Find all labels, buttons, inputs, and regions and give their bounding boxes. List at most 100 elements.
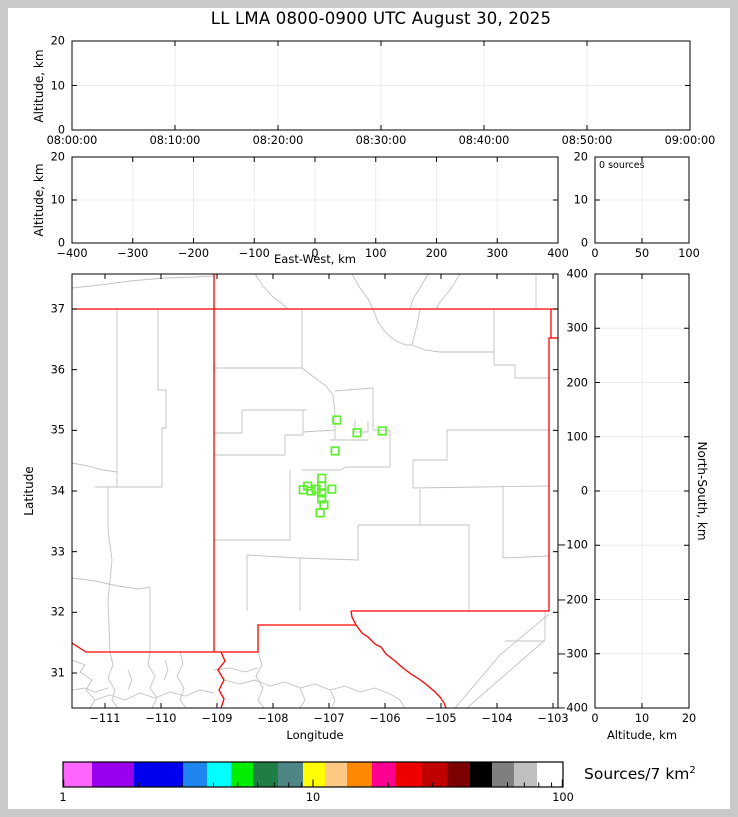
panel-frame: [71, 40, 691, 131]
x-tick-label: 20: [681, 712, 697, 725]
x-tick-label: 10: [634, 712, 650, 725]
colorbar-segment: [134, 762, 183, 787]
station-marker: [377, 426, 387, 436]
y-tick-label: 10: [573, 193, 588, 207]
colorbar-segment: [278, 762, 303, 787]
x-tick-label: −111: [89, 712, 121, 725]
x-tick-label: −107: [313, 712, 345, 725]
colorbar-frame: [62, 761, 564, 788]
ew-altitude-axes: [71, 156, 559, 244]
county-border-line: [72, 687, 109, 693]
x-tick-label: 08:20:00: [252, 134, 304, 147]
county-border-line: [411, 308, 421, 346]
colorbar-segment: [183, 762, 207, 787]
county-border-line: [301, 367, 336, 414]
colorbar-segment: [447, 762, 470, 787]
x-tick-label: −110: [145, 712, 177, 725]
colorbar-segment: [422, 762, 447, 787]
station-marker: [317, 473, 327, 483]
y-tick-label: 34: [50, 484, 65, 498]
colorbar-segment: [492, 762, 514, 787]
colorbar-segment: [537, 762, 563, 787]
county-border-line: [127, 669, 133, 691]
county-border-line: [72, 659, 96, 708]
time-height-axes: [71, 40, 691, 131]
y-tick-label: 33: [50, 545, 65, 559]
x-tick-label: 0: [591, 247, 599, 260]
county-border-line: [254, 274, 289, 310]
county-border-line: [214, 410, 243, 434]
y-tick-label: 31: [50, 666, 65, 680]
county-border-line: [107, 651, 119, 708]
y-tick-label: −300: [556, 647, 588, 661]
colorbar-segment: [92, 762, 134, 787]
county-border-line: [157, 309, 167, 487]
x-tick-label: 08:30:00: [355, 134, 407, 147]
y-tick-label: 20: [50, 150, 65, 164]
alt-histogram-panel: [595, 157, 689, 243]
x-tick-label: −100: [238, 247, 270, 260]
county-border-line: [302, 429, 336, 433]
time-height-panel: [72, 41, 690, 130]
county-border-line: [419, 489, 469, 526]
county-border-line: [255, 651, 265, 708]
y-tick-label: 20: [50, 34, 65, 48]
station-marker: [306, 486, 316, 496]
station-marker: [332, 415, 342, 425]
x-tick-label: 100: [678, 247, 700, 260]
state-border-line: [72, 610, 358, 653]
county-border-line: [107, 487, 113, 653]
county-border-line: [302, 466, 390, 471]
x-tick-label: 200: [425, 247, 448, 260]
page-title: LL LMA 0800-0900 UTC August 30, 2025: [210, 9, 552, 28]
y-tick-label: 200: [566, 376, 588, 389]
ns-altitude-panel: [595, 274, 689, 708]
x-tick-label: −108: [257, 712, 289, 725]
county-border-line: [412, 430, 448, 488]
north-south-x-axis-label: Altitude, km: [606, 728, 678, 742]
colorbar-segment: [372, 762, 395, 787]
ns-altitude-axes: [594, 273, 690, 709]
county-border-line: [412, 485, 550, 489]
state-border-line: [355, 624, 447, 708]
x-tick-label: 08:00:00: [46, 134, 98, 147]
colorbar-segment: [470, 762, 492, 787]
y-tick-label: 100: [566, 430, 588, 444]
county-border-line: [72, 462, 118, 473]
y-tick-label: −100: [556, 538, 588, 552]
station-marker: [317, 494, 327, 504]
county-border-line: [72, 577, 151, 652]
panel-frame: [594, 156, 690, 244]
histogram-source-count: 0 sources: [599, 160, 645, 171]
county-border-line: [329, 689, 336, 708]
y-tick-label: 35: [50, 423, 65, 437]
county-border-line: [334, 387, 374, 392]
colorbar-segment: [231, 762, 253, 787]
x-tick-label: 08:40:00: [458, 134, 510, 147]
north-south-y-axis-label: North-South, km: [695, 441, 709, 541]
y-tick-label: 20: [573, 150, 588, 164]
colorbar-segment: [347, 762, 372, 787]
county-border-line: [372, 308, 412, 346]
colorbar-segment: [63, 762, 92, 787]
y-tick-label: 0: [580, 484, 588, 498]
x-tick-label: −400: [56, 247, 88, 260]
y-tick-label: 10: [50, 79, 65, 92]
panel-frame: [71, 156, 559, 244]
county-border-line: [454, 613, 550, 708]
county-border-line: [466, 639, 546, 708]
y-tick-label: 0: [57, 123, 65, 137]
east-west-x-axis-label: East-West, km: [274, 252, 356, 266]
county-border-line: [147, 651, 158, 708]
map-y-axis-label: Latitude: [22, 466, 36, 516]
ew-altitude-panel: [72, 157, 558, 243]
x-tick-label: 100: [364, 247, 387, 260]
y-tick-label: 10: [50, 193, 65, 207]
y-tick-label: 32: [50, 605, 65, 619]
county-border-line: [299, 525, 359, 611]
county-border-line: [299, 687, 306, 708]
state-border-line: [217, 651, 226, 708]
east-west-y-axis-label: Altitude, km: [32, 163, 46, 237]
